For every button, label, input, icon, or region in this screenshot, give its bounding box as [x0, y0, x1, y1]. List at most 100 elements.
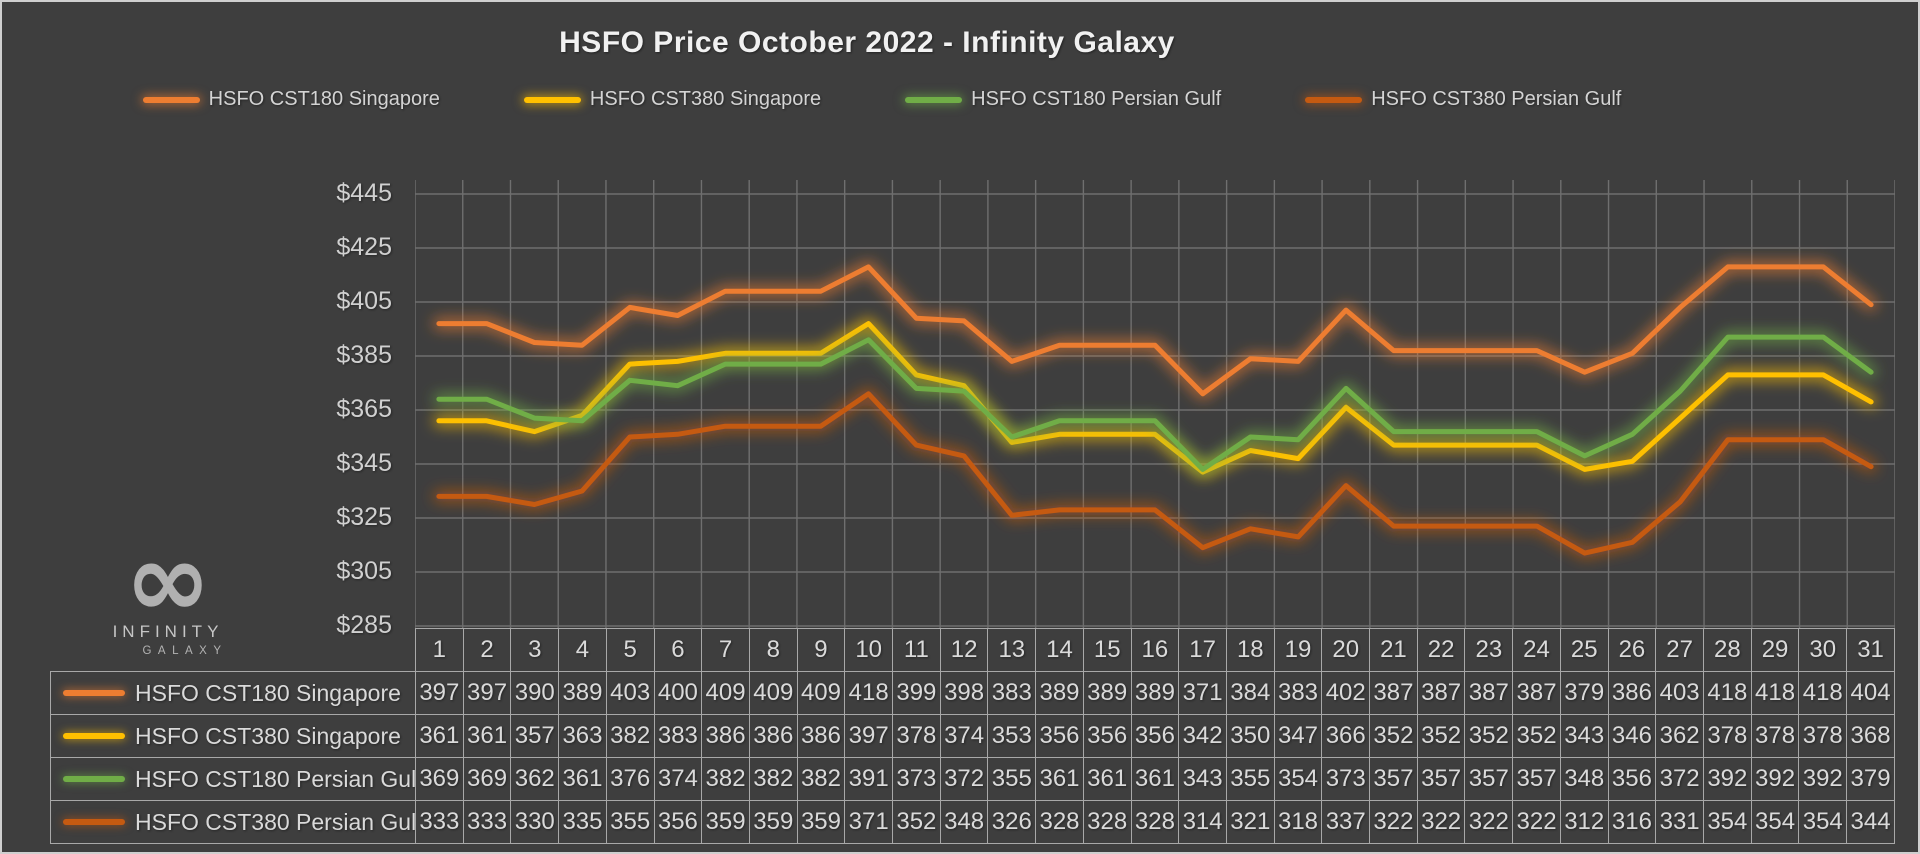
y-axis-tick-label: $385 [336, 341, 392, 369]
value-cell: 383 [653, 714, 703, 758]
value-cell: 344 [1846, 800, 1895, 844]
value-cell: 387 [1464, 671, 1514, 715]
logo-text-galaxy: GALAXY [142, 645, 228, 657]
legend-label: HSFO CST380 Singapore [589, 88, 822, 110]
value-cell: 361 [558, 757, 607, 801]
value-cell: 383 [987, 671, 1037, 715]
value-cell: 356 [1035, 714, 1084, 758]
value-cell: 346 [1607, 714, 1657, 758]
day-header-cell: 20 [1321, 628, 1371, 672]
legend-line-swatch-icon [905, 96, 963, 103]
value-cell: 392 [1702, 757, 1752, 801]
series-line-swatch-icon [63, 733, 125, 739]
value-cell: 372 [1655, 757, 1704, 801]
value-cell: 399 [892, 671, 941, 715]
value-cell: 378 [892, 714, 941, 758]
day-header-cell: 14 [1035, 628, 1084, 672]
day-header-cell: 25 [1559, 628, 1609, 672]
legend-item-3: HSFO CST380 Persian Gulf [1305, 88, 1621, 111]
value-cell: 362 [510, 757, 560, 801]
value-cell: 361 [415, 714, 464, 758]
value-cell: 361 [1130, 757, 1180, 801]
value-cell: 371 [844, 800, 894, 844]
value-cell: 356 [653, 800, 703, 844]
series-line-0 [436, 264, 1874, 397]
value-cell: 356 [1607, 757, 1657, 801]
value-cell: 354 [1702, 800, 1752, 844]
value-cell: 355 [1225, 757, 1275, 801]
value-cell: 328 [1035, 800, 1084, 844]
value-cell: 352 [1369, 714, 1418, 758]
value-cell: 418 [1798, 671, 1848, 715]
value-cell: 382 [605, 714, 655, 758]
series-name: HSFO CST380 Singapore [135, 722, 401, 749]
day-header-cell: 11 [892, 628, 941, 672]
value-cell: 328 [1082, 800, 1132, 844]
value-cell: 397 [844, 714, 894, 758]
value-cell: 348 [1559, 757, 1609, 801]
day-header-cell: 17 [1178, 628, 1227, 672]
value-cell: 357 [510, 714, 560, 758]
day-header-cell: 4 [558, 628, 607, 672]
value-cell: 333 [462, 800, 512, 844]
value-cell: 326 [987, 800, 1037, 844]
value-cell: 352 [1416, 714, 1466, 758]
day-header-cell: 12 [939, 628, 989, 672]
day-header-cell: 30 [1798, 628, 1848, 672]
infinity-icon: ∞ [124, 519, 212, 641]
value-cell: 397 [415, 671, 464, 715]
value-cell: 374 [939, 714, 989, 758]
series-name: HSFO CST380 Persian Gulf [135, 808, 416, 835]
y-axis-tick-label: $305 [336, 557, 392, 585]
day-header-cell: 10 [844, 628, 894, 672]
value-cell: 321 [1225, 800, 1275, 844]
value-cell: 335 [558, 800, 607, 844]
value-cell: 328 [1130, 800, 1180, 844]
value-cell: 357 [1512, 757, 1561, 801]
table-row-series-1: HSFO CST380 Singapore 361 361 357 363 382 383 3… [50, 714, 1895, 758]
value-cell: 342 [1178, 714, 1227, 758]
day-header-cell: 5 [605, 628, 655, 672]
day-header-cell: 1 [415, 628, 464, 672]
legend-item-0: HSFO CST180 Singapore [142, 88, 440, 111]
series-name: HSFO CST180 Persian Gulf [135, 765, 416, 792]
series-lines [432, 260, 1878, 560]
value-cell: 354 [1798, 800, 1848, 844]
day-header-cell: 8 [748, 628, 798, 672]
value-cell: 386 [1607, 671, 1657, 715]
legend-label: HSFO CST180 Singapore [208, 88, 440, 110]
value-cell: 382 [796, 757, 846, 801]
value-cell: 373 [892, 757, 941, 801]
value-cell: 366 [1321, 714, 1371, 758]
series-label-cell: HSFO CST180 Singapore [50, 671, 416, 715]
value-cell: 359 [796, 800, 846, 844]
value-cell: 316 [1607, 800, 1657, 844]
value-cell: 389 [1082, 671, 1132, 715]
value-cell: 383 [1273, 671, 1323, 715]
series-line-swatch-icon [63, 776, 125, 782]
value-cell: 362 [1655, 714, 1704, 758]
value-cell: 379 [1846, 757, 1895, 801]
value-cell: 373 [1321, 757, 1371, 801]
value-cell: 402 [1321, 671, 1371, 715]
value-cell: 387 [1369, 671, 1418, 715]
y-axis-tick-label: $405 [336, 287, 392, 315]
value-cell: 355 [605, 800, 655, 844]
value-cell: 354 [1750, 800, 1800, 844]
value-cell: 357 [1416, 757, 1466, 801]
logo-text-infinity: INFINITY [112, 622, 224, 641]
value-cell: 369 [415, 757, 464, 801]
value-cell: 347 [1273, 714, 1323, 758]
day-header-cell: 6 [653, 628, 703, 672]
value-cell: 314 [1178, 800, 1227, 844]
value-cell: 359 [701, 800, 750, 844]
value-cell: 387 [1416, 671, 1466, 715]
day-header-cell: 18 [1225, 628, 1275, 672]
day-header-cell: 16 [1130, 628, 1180, 672]
day-header-cell: 23 [1464, 628, 1514, 672]
day-header-cell: 3 [510, 628, 560, 672]
value-cell: 350 [1225, 714, 1275, 758]
value-cell: 322 [1512, 800, 1561, 844]
day-header-cell: 22 [1416, 628, 1466, 672]
